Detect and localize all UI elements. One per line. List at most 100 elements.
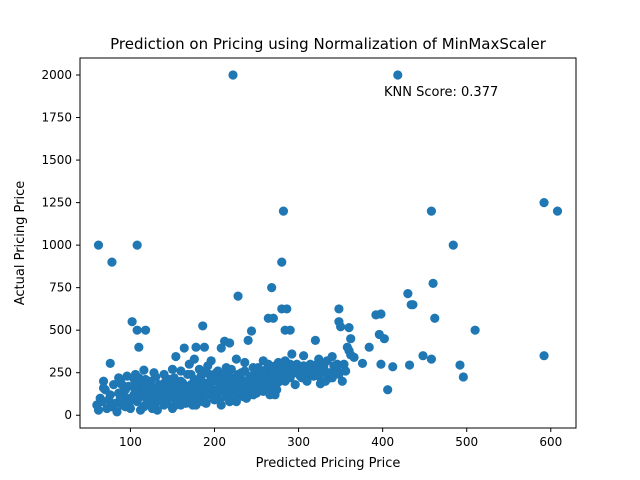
data-point [267,378,277,388]
data-point [263,359,273,369]
data-point [216,343,226,353]
data-point [334,304,344,314]
data-point [346,334,356,344]
data-point [287,349,297,359]
data-point [225,338,235,348]
data-point [327,351,337,362]
data-point [539,351,549,361]
data-point [103,395,114,405]
data-point [393,70,403,80]
data-point [120,385,130,395]
data-point [428,278,438,289]
data-point [98,376,109,386]
data-point [336,322,346,332]
data-point [448,240,458,250]
data-point [418,351,428,361]
data-point [290,380,300,390]
y-tick-label: 0 [64,408,72,422]
data-point [310,335,320,345]
x-axis-label: Predicted Pricing Price [256,456,401,471]
data-point [470,325,480,335]
y-axis-label: Actual Pricing Price [13,181,28,306]
data-point [189,381,199,391]
x-axis-ticks: 100 200 300 400 500 600 [119,428,562,449]
data-point [404,360,415,370]
data-point [253,363,263,373]
chart-title: Prediction on Pricing using Normalizatio… [110,35,547,53]
y-tick-label: 1750 [41,111,72,125]
y-tick-label: 1250 [41,196,72,210]
data-point [233,291,243,301]
data-point [552,206,563,216]
data-point [198,321,208,331]
data-point [278,206,289,216]
data-point [455,360,465,370]
knn-score-annotation: KNN Score: 0.377 [384,85,498,100]
data-point [357,358,368,368]
data-point [329,361,339,371]
data-point [134,342,144,352]
data-point [282,304,292,314]
data-point [203,361,213,371]
data-point [230,383,240,393]
data-point [349,352,359,363]
data-point [130,385,141,395]
data-point [341,366,351,376]
x-tick-label: 300 [287,435,310,449]
data-point [426,354,437,364]
x-tick-label: 200 [203,435,226,449]
data-point [199,342,210,352]
x-tick-label: 400 [371,435,394,449]
data-point [196,376,206,386]
data-point [240,357,250,368]
data-point [426,206,437,216]
data-point [93,405,104,415]
data-point [152,405,162,415]
data-point [191,342,201,352]
data-point [184,359,194,369]
data-point [167,364,178,374]
data-point [319,361,329,371]
data-point [154,388,164,398]
data-point [225,397,235,407]
data-point [285,325,295,335]
data-point [105,358,115,368]
data-point [260,373,270,383]
data-point [344,323,354,333]
data-point [243,335,253,345]
data-point [408,300,418,310]
y-tick-label: 2000 [41,68,72,82]
data-point [149,368,159,378]
data-point [246,326,257,336]
data-point [198,397,208,407]
data-point [140,325,151,335]
data-point [147,383,157,393]
data-point [139,365,149,375]
data-point [403,289,413,299]
data-point [179,343,189,353]
data-point [142,397,152,407]
data-point [107,402,117,412]
data-point [376,309,386,319]
data-point [93,240,104,250]
data-point [236,368,247,378]
data-point [268,313,278,323]
data-point [186,369,196,380]
y-tick-label: 1000 [41,238,72,252]
x-tick-label: 500 [455,435,478,449]
data-point [114,373,124,383]
y-tick-label: 500 [49,323,72,337]
data-point [539,197,549,208]
data-point [228,70,238,80]
data-point [299,351,309,361]
data-point [109,380,119,390]
data-point [226,364,236,374]
data-point [267,283,277,293]
data-point [250,378,260,388]
data-point [272,385,282,395]
data-point [124,398,134,408]
data-point [188,400,198,410]
data-point [132,240,142,250]
y-tick-label: 750 [49,281,72,295]
